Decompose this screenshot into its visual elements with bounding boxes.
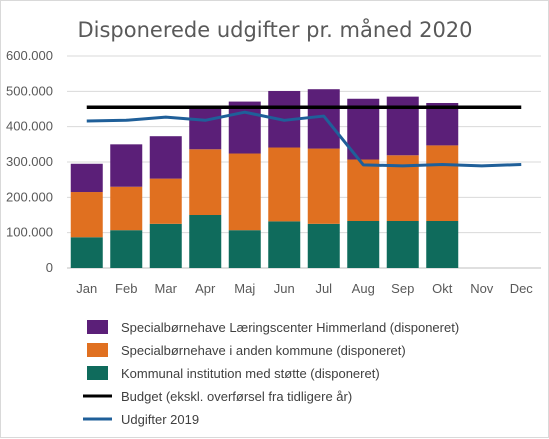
y-tick-label: 500.000 bbox=[6, 83, 53, 98]
bar-segment bbox=[386, 96, 419, 156]
bar-segment bbox=[307, 148, 340, 224]
legend-label: Budget (ekskl. overførsel fra tidligere … bbox=[121, 389, 352, 404]
y-tick-label: 300.000 bbox=[6, 154, 53, 169]
x-tick-label: Jun bbox=[274, 281, 295, 296]
x-tick-label: Dec bbox=[510, 281, 534, 296]
bar-segment bbox=[110, 144, 143, 187]
bar-segment bbox=[268, 221, 301, 268]
bars bbox=[70, 89, 459, 268]
y-tick-label: 400.000 bbox=[6, 119, 53, 134]
bar-segment bbox=[228, 153, 261, 231]
chart-title: Disponerede udgifter pr. måned 2020 bbox=[77, 17, 472, 42]
bar-segment bbox=[110, 186, 143, 231]
legend-swatch bbox=[87, 343, 108, 357]
legend-swatch bbox=[87, 366, 108, 380]
bar-segment bbox=[347, 221, 380, 268]
legend-label: Specialbørnehave i anden kommune (dispon… bbox=[121, 343, 406, 358]
x-axis-ticks: Jan Feb Mar Apr Maj Jun Jul Aug Sep Okt Nov Dec bbox=[76, 281, 533, 296]
gridlines bbox=[67, 55, 541, 269]
x-tick-label: Okt bbox=[432, 281, 453, 296]
bar-segment bbox=[268, 147, 301, 222]
bar-segment bbox=[149, 223, 182, 268]
bar-segment bbox=[70, 192, 103, 238]
x-tick-label: Feb bbox=[115, 281, 137, 296]
legend-swatch bbox=[87, 320, 108, 334]
y-tick-label: 200.000 bbox=[6, 189, 53, 204]
x-tick-label: Nov bbox=[470, 281, 494, 296]
bar-segment bbox=[426, 221, 459, 268]
legend-label: Udgifter 2019 bbox=[121, 412, 199, 427]
bar-segment bbox=[386, 221, 419, 268]
legend: Specialbørnehave Læringscenter Himmerlan… bbox=[83, 320, 459, 427]
legend-label: Kommunal institution med støtte (dispone… bbox=[121, 366, 380, 381]
x-tick-label: Jan bbox=[76, 281, 97, 296]
y-axis-ticks: 0 100.000 200.000 300.000 400.000 500.000 600.… bbox=[6, 48, 53, 275]
bar-segment bbox=[70, 163, 103, 193]
x-tick-label: Maj bbox=[234, 281, 255, 296]
bar-segment bbox=[110, 230, 143, 268]
y-tick-label: 600.000 bbox=[6, 48, 53, 63]
x-tick-label: Sep bbox=[391, 281, 414, 296]
x-tick-label: Aug bbox=[352, 281, 375, 296]
x-tick-label: Mar bbox=[155, 281, 178, 296]
bar-segment bbox=[307, 223, 340, 268]
bar-segment bbox=[149, 136, 182, 179]
x-tick-label: Jul bbox=[315, 281, 332, 296]
bar-segment bbox=[70, 237, 103, 268]
bar-segment bbox=[149, 178, 182, 224]
expenses-2019-line bbox=[86, 110, 522, 168]
bar-segment bbox=[228, 101, 261, 154]
bar-segment bbox=[228, 230, 261, 268]
legend-label: Specialbørnehave Læringscenter Himmerlan… bbox=[121, 320, 459, 335]
bar-segment bbox=[307, 89, 340, 149]
bar-segment bbox=[189, 107, 222, 150]
y-tick-label: 0 bbox=[46, 260, 53, 275]
bar-segment bbox=[347, 159, 380, 222]
x-tick-label: Apr bbox=[195, 281, 216, 296]
bar-segment bbox=[426, 145, 459, 222]
bar-segment bbox=[189, 215, 222, 268]
lines bbox=[86, 105, 522, 168]
bar-segment bbox=[426, 102, 459, 146]
y-tick-label: 100.000 bbox=[6, 225, 53, 240]
bar-segment bbox=[189, 149, 222, 215]
